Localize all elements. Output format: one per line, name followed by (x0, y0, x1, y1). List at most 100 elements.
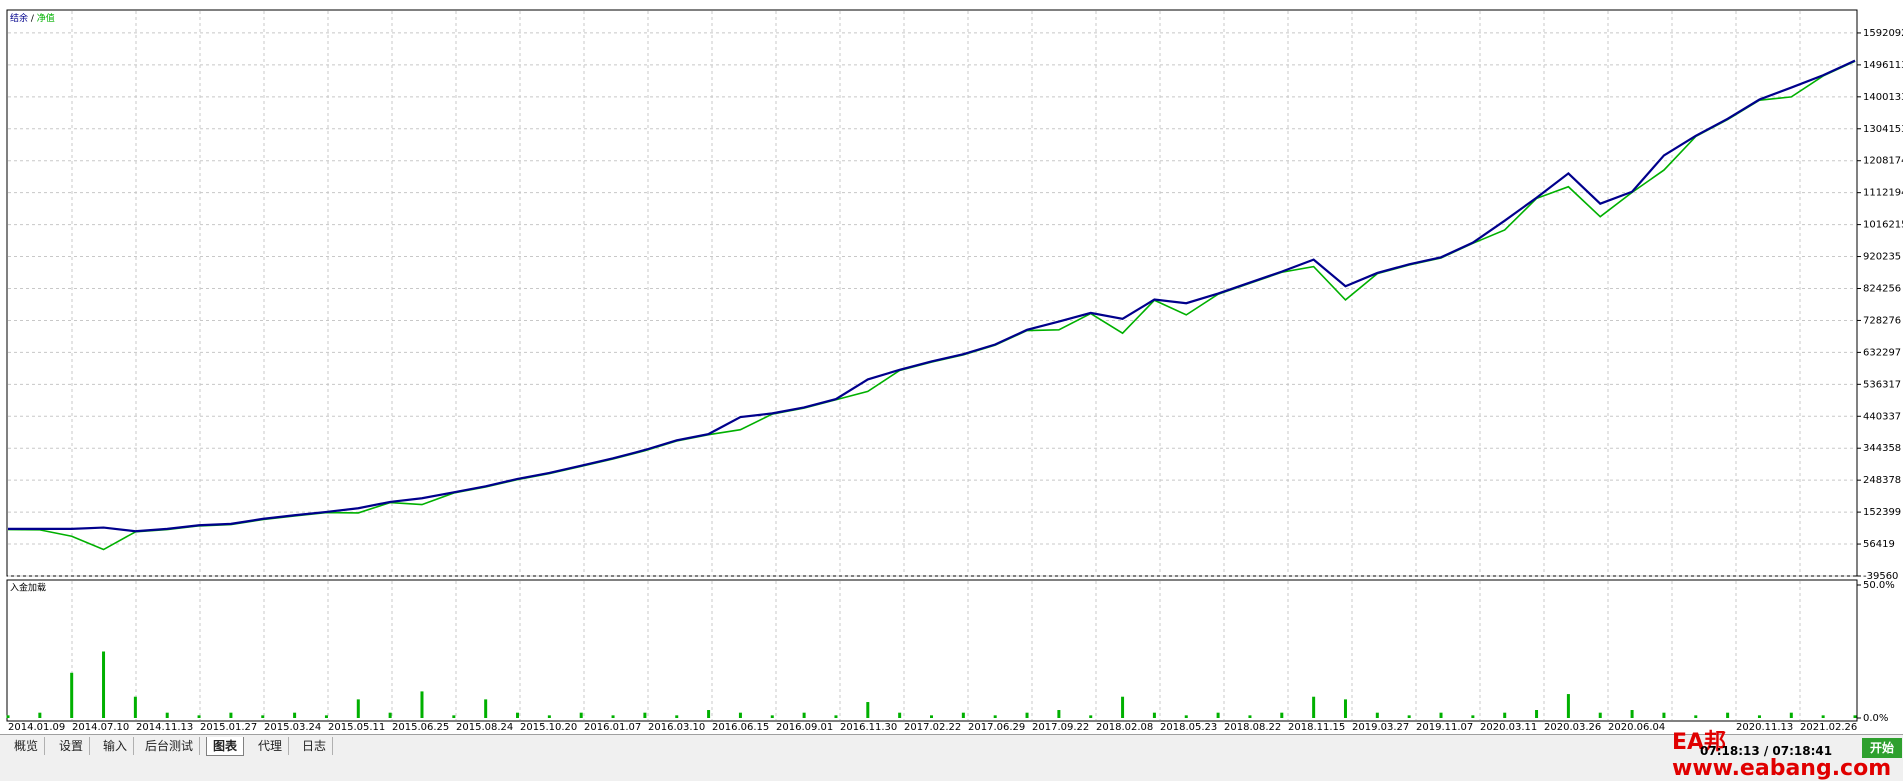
y-tick-label: 824256 (1863, 283, 1901, 294)
load-bar (802, 712, 806, 718)
y-tick-label: 1016215 (1863, 220, 1903, 231)
load-bar (1503, 712, 1507, 718)
load-bar (866, 702, 870, 718)
x-tick-label: 2015.03.24 (264, 722, 321, 733)
load-bar (834, 715, 838, 718)
load-bar (961, 712, 965, 718)
load-bar (261, 715, 265, 718)
load-bar (1662, 712, 1666, 718)
x-tick-label: 2018.05.23 (1160, 722, 1217, 733)
load-bar (1089, 715, 1093, 718)
load-bar (547, 715, 551, 718)
x-tick-label: 2018.11.15 (1288, 722, 1345, 733)
load-bar (1566, 694, 1570, 718)
legend-equity: 净值 (37, 12, 55, 24)
x-tick-label: 2015.10.20 (520, 722, 577, 733)
y-tick-label: 536317 (1863, 379, 1901, 390)
y-tick-label: 1592092 (1863, 28, 1903, 39)
y-tick-label: 1112194 (1863, 188, 1903, 199)
x-tick-label: 2014.07.10 (72, 722, 129, 733)
y-tick-label: 632297 (1863, 347, 1901, 358)
x-tick-label: 2017.09.22 (1032, 722, 1089, 733)
y-tick-label: 920235 (1863, 252, 1901, 263)
load-bar (1694, 715, 1698, 718)
load-bar (165, 712, 169, 718)
x-tick-label: 2015.05.11 (328, 722, 385, 733)
elapsed-time: 07:18:13 / 07:18:41 (1700, 744, 1833, 758)
start-button[interactable]: 开始 (1862, 738, 1902, 758)
load-bar (643, 712, 647, 718)
x-tick-label: 2020.03.26 (1544, 722, 1601, 733)
x-tick-label: 2016.09.01 (776, 722, 833, 733)
x-tick-label: 2019.03.27 (1352, 722, 1409, 733)
x-tick-label: 2014.01.09 (8, 722, 65, 733)
load-bar (1407, 715, 1411, 718)
x-tick-label: 2017.02.22 (904, 722, 961, 733)
load-bar (1375, 712, 1379, 718)
pane-title: 入金加载 (10, 582, 46, 594)
y-tick-label: 1496113 (1863, 60, 1903, 71)
x-tick-label: 2016.01.07 (584, 722, 641, 733)
load-bar (324, 715, 328, 718)
y-tick-label: 56419 (1863, 539, 1895, 550)
x-tick-label: 2017.06.29 (968, 722, 1025, 733)
load-bar (1630, 710, 1634, 718)
tab-bar: 概览 设置 输入 后台测试 图表 代理 日志 (0, 734, 1903, 759)
x-tick-label: 2016.03.10 (648, 722, 705, 733)
tab[interactable]: 输入 (97, 737, 135, 755)
load-bar (197, 715, 201, 718)
tab[interactable]: 后台测试 (139, 737, 201, 755)
x-tick-label: 2015.01.27 (200, 722, 257, 733)
load-bar (1280, 712, 1284, 718)
load-bar (1471, 715, 1475, 718)
tab[interactable]: 图表 (206, 737, 245, 756)
load-bar (1726, 712, 1730, 718)
x-tick-label: 2019.11.07 (1416, 722, 1473, 733)
load-bar (484, 699, 488, 718)
main-pane (6, 9, 1858, 577)
y-tick-label: 152399 (1863, 507, 1901, 518)
tab[interactable]: 日志 (296, 737, 334, 755)
load-bar (1248, 715, 1252, 718)
x-tick-label: 2015.08.24 (456, 722, 513, 733)
x-tick-label: 2020.03.11 (1480, 722, 1537, 733)
load-bar (38, 712, 42, 718)
tab[interactable]: 设置 (53, 737, 91, 755)
load-bar (1121, 696, 1125, 718)
y-tick-label: 728276 (1863, 315, 1901, 326)
y-tick-label: 344358 (1863, 443, 1901, 454)
load-bar (738, 712, 742, 718)
load-bar (452, 715, 456, 718)
y-tick-label: 440337 (1863, 411, 1901, 422)
y-tick-label: 1208174 (1863, 156, 1903, 167)
x-tick-label: 2020.06.04 (1608, 722, 1665, 733)
load-bar (930, 715, 933, 718)
load-bar (229, 712, 233, 718)
load-bar (1216, 712, 1220, 718)
load-bar (1343, 699, 1347, 718)
y-tick-label: 0.0% (1863, 713, 1888, 724)
x-tick-label: 2016.06.15 (712, 722, 769, 733)
x-tick-label: 2018.02.08 (1096, 722, 1153, 733)
load-bar (898, 712, 902, 718)
y-tick-label: 1304153 (1863, 124, 1903, 135)
load-bar (770, 715, 774, 718)
tab[interactable]: 代理 (252, 737, 290, 755)
load-bar (1057, 710, 1061, 718)
load-bar (579, 712, 583, 718)
load-bar (1789, 712, 1793, 718)
x-tick-label: 2021.02.26 (1800, 722, 1857, 733)
y-tick-label: 1400133 (1863, 92, 1903, 103)
legend-balance: 结余 (10, 12, 28, 24)
load-bar (1152, 712, 1156, 718)
load-bar (1184, 715, 1188, 718)
y-tick-label: 248378 (1863, 475, 1901, 486)
tab[interactable]: 概览 (8, 737, 46, 755)
load-pane (6, 579, 1858, 722)
tester-graph: 结余 / 净值 入金加载 2014.01.09 2014.07.10 2014.11… (0, 0, 1903, 734)
y-tick-label: 50.0% (1863, 580, 1895, 591)
load-bar (993, 715, 997, 718)
load-bar (1025, 712, 1029, 718)
load-bar (102, 651, 106, 718)
